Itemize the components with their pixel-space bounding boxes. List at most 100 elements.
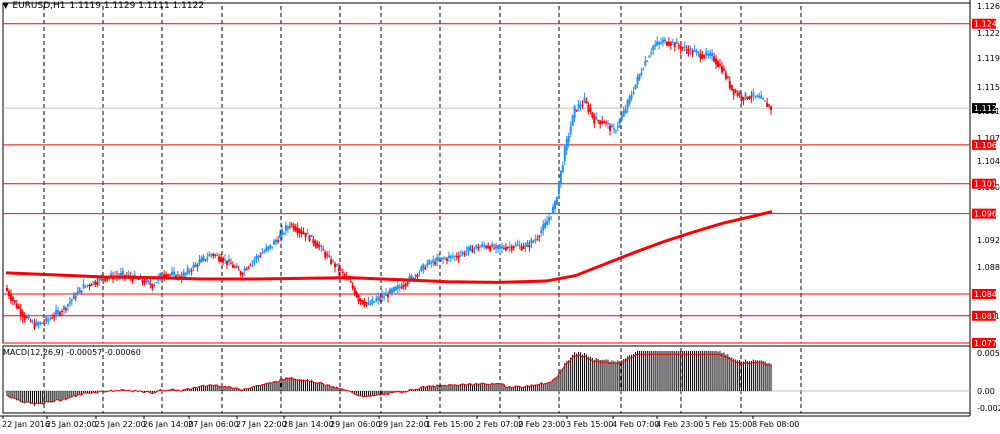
candle-body: [37, 323, 40, 325]
candle-body: [565, 138, 568, 151]
candle-body: [736, 92, 739, 97]
moving-average-line: [5, 210, 773, 284]
candle-body: [231, 264, 234, 268]
price-tick-label: 1.1150: [977, 83, 1000, 92]
candle-body: [98, 278, 101, 281]
candle-body: [251, 261, 254, 263]
candle-body: [394, 286, 397, 291]
candle-body: [123, 274, 126, 276]
candle-body: [17, 306, 20, 309]
candle-body: [194, 264, 197, 267]
candle-body: [302, 231, 305, 234]
candle-body: [762, 98, 765, 100]
candle-body: [241, 272, 244, 275]
candle-body: [493, 247, 496, 249]
candle-body: [102, 279, 105, 281]
candle-body: [760, 95, 763, 99]
candle-body: [369, 303, 372, 305]
candle-body: [167, 274, 170, 276]
candle-body: [632, 92, 635, 94]
time-axis-label: 22 Jan 2016: [2, 420, 50, 429]
candle-body: [94, 282, 97, 285]
level-price-label: 1.0967: [974, 210, 1000, 219]
current-price-label: 1.1122: [974, 104, 1000, 113]
level-price-tag: [972, 139, 996, 150]
candle-body: [436, 257, 439, 262]
candle-body: [269, 244, 272, 249]
candle-body: [575, 109, 578, 112]
macd-tick-label: 0.00553: [977, 349, 1000, 358]
candle-body: [361, 299, 364, 304]
candle-body: [381, 294, 384, 298]
candle-body: [373, 301, 376, 303]
candle-body: [467, 246, 470, 252]
candle-body: [640, 72, 643, 75]
candle-body: [504, 247, 507, 251]
candle-body: [196, 265, 199, 267]
candle-body: [145, 279, 148, 282]
time-axis-label: 1 Feb 15:00: [426, 420, 473, 429]
chevron-down-icon[interactable]: ▼: [3, 2, 9, 10]
candle-body: [337, 267, 340, 271]
candle-body: [277, 240, 280, 242]
candle-body: [744, 92, 747, 97]
macd-tick-label: 0.00: [977, 387, 995, 396]
candle-body: [518, 245, 521, 247]
candle-body: [748, 96, 751, 100]
candle-body: [630, 94, 633, 99]
candle-body: [224, 259, 227, 261]
candle-body: [6, 287, 8, 292]
candle-body: [286, 226, 289, 229]
candle-body: [306, 232, 309, 235]
candle-body: [385, 293, 388, 296]
candle-body: [296, 227, 299, 234]
candle-body: [487, 245, 490, 249]
candle-body: [237, 269, 240, 271]
time-axis-label: 25 Jan 02:00: [46, 420, 97, 429]
candle-body: [451, 256, 454, 258]
candle-body: [581, 104, 584, 106]
candle-body: [257, 255, 260, 258]
candle-body: [163, 274, 166, 278]
candle-body: [622, 110, 625, 117]
candle-body: [100, 277, 103, 280]
time-axis-label: 4 Feb 07:00: [612, 420, 659, 429]
candle-body: [728, 80, 731, 88]
price-tick-label: 1.1265: [977, 2, 1000, 11]
candle-body: [367, 302, 370, 304]
candle-body: [239, 271, 242, 275]
candle-body: [271, 246, 274, 248]
level-price-label: 1.0849: [974, 290, 1000, 299]
candle-body: [292, 225, 295, 230]
candle-body: [11, 297, 14, 302]
candle-body: [730, 84, 733, 90]
symbol-header: ▼ EURUSD,H1 1.1119 1.1129 1.1111 1.1122: [3, 1, 204, 11]
candle-body: [756, 95, 759, 98]
candle-body: [387, 294, 390, 298]
candle-body: [671, 41, 674, 43]
candle-body: [768, 104, 771, 106]
candle-body: [76, 291, 79, 295]
candle-body: [607, 123, 610, 125]
candle-body: [159, 273, 162, 279]
candle-body: [320, 245, 323, 248]
candle-body: [198, 260, 201, 264]
candle-body: [402, 285, 405, 287]
candle-body: [734, 90, 737, 93]
candle-body: [176, 274, 179, 276]
candle-body: [485, 245, 488, 248]
candle-body: [312, 238, 315, 244]
candle-body: [406, 282, 409, 285]
symbol-label: EURUSD,H1: [12, 1, 66, 11]
candle-body: [275, 240, 278, 243]
candle-body: [646, 60, 649, 62]
candle-body: [520, 246, 523, 251]
candle-body: [59, 312, 62, 315]
candle-body: [284, 225, 287, 231]
candle-body: [506, 247, 509, 249]
current-price-tag: [972, 103, 996, 114]
candle-body: [253, 259, 256, 261]
